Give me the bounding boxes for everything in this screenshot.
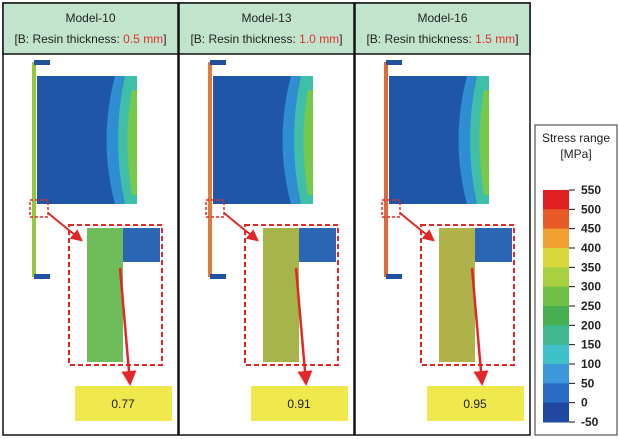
panel-title: Model-10 — [65, 11, 115, 25]
colorbar-label: 250 — [581, 299, 601, 313]
thickness: 1.5 mm — [475, 32, 515, 46]
model-tab — [386, 60, 402, 65]
colorbar-segment — [543, 364, 569, 384]
panel-frame — [179, 3, 354, 435]
panel-subtitle: [B: Resin thickness: 1.0 mm] — [190, 32, 342, 46]
colorbar-segment — [543, 383, 569, 403]
colorbar-label: 50 — [581, 376, 595, 390]
subtitle-suffix: ] — [163, 32, 166, 46]
colorbar-label: 450 — [581, 222, 601, 236]
zoom-void — [123, 262, 160, 362]
model-tab — [34, 60, 50, 65]
colorbar-label: 400 — [581, 241, 601, 255]
colorbar-label: 550 — [581, 183, 601, 197]
colorbar-unit: [MPa] — [560, 147, 591, 161]
model-strip — [208, 62, 212, 277]
colorbar-segment — [543, 403, 569, 423]
model-tab — [210, 60, 226, 65]
zoom-top — [475, 228, 512, 262]
ratio: 0.95 — [463, 397, 487, 411]
model-tab — [34, 274, 50, 279]
colorbar-segment — [543, 345, 569, 365]
colorbar-label: 300 — [581, 280, 601, 294]
colorbar-segment — [543, 267, 569, 287]
panel-frame — [3, 3, 178, 435]
panel-title: Model-16 — [417, 11, 467, 25]
colorbar-label: -50 — [581, 415, 599, 429]
zoom-mid — [439, 228, 475, 362]
colorbar-label: 150 — [581, 338, 601, 352]
colorbar-segment — [543, 190, 569, 210]
zoom-top — [123, 228, 160, 262]
colorbar-segment — [543, 248, 569, 268]
colorbar-label: 200 — [581, 318, 601, 332]
zoom-mid — [263, 228, 299, 362]
colorbar-segment — [543, 325, 569, 345]
panel-subtitle: [B: Resin thickness: 0.5 mm] — [14, 32, 166, 46]
figure: Model-10 [B: Resin thickness: 0.5 mm] 0.77… — [0, 0, 619, 439]
zoom-mid — [87, 228, 123, 362]
zoom-top — [299, 228, 336, 262]
zoom-void — [299, 262, 336, 362]
subtitle-prefix: [B: Resin thickness: — [14, 32, 123, 46]
colorbar-label: 350 — [581, 260, 601, 274]
colorbar-segment — [543, 287, 569, 307]
model-strip — [384, 62, 388, 277]
colorbar-label: 100 — [581, 357, 601, 371]
subtitle-suffix: ] — [339, 32, 342, 46]
subtitle-suffix: ] — [515, 32, 518, 46]
panel-frame — [355, 3, 530, 435]
zoom-void — [475, 262, 512, 362]
colorbar-segment — [543, 209, 569, 229]
thickness: 1.0 mm — [299, 32, 339, 46]
colorbar-segment — [543, 306, 569, 326]
model-strip — [32, 62, 36, 277]
model-tab — [210, 274, 226, 279]
thickness: 0.5 mm — [123, 32, 163, 46]
colorbar-segment — [543, 229, 569, 249]
subtitle-prefix: [B: Resin thickness: — [366, 32, 475, 46]
colorbar-label: 0 — [581, 396, 588, 410]
ratio: 0.91 — [287, 397, 311, 411]
panel-title: Model-13 — [241, 11, 291, 25]
ratio: 0.77 — [111, 397, 135, 411]
subtitle-prefix: [B: Resin thickness: — [190, 32, 299, 46]
panel-subtitle: [B: Resin thickness: 1.5 mm] — [366, 32, 518, 46]
colorbar-label: 500 — [581, 202, 601, 216]
colorbar-title: Stress range — [542, 131, 610, 145]
model-tab — [386, 274, 402, 279]
